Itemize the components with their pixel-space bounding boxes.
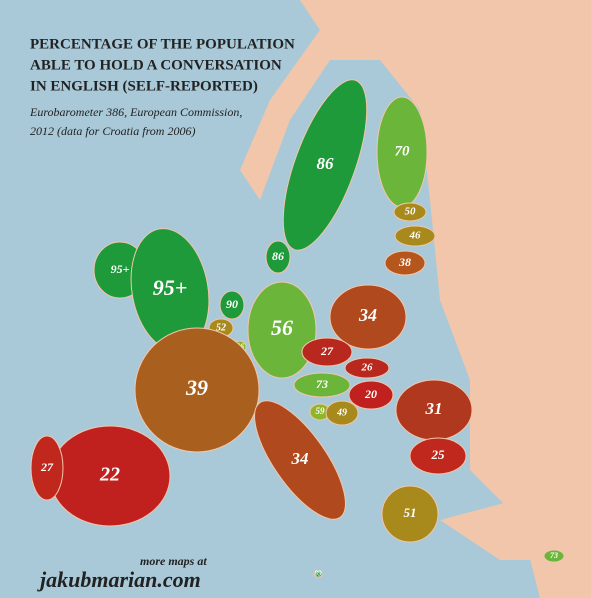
country — [293, 372, 351, 398]
country-value: 86 — [272, 249, 284, 263]
country — [394, 225, 436, 247]
country — [219, 290, 245, 320]
country — [134, 327, 260, 453]
title-line: PERCENTAGE OF THE POPULATION — [30, 36, 295, 52]
non-eu-land — [240, 0, 591, 598]
country-value: 22 — [99, 464, 120, 486]
country — [247, 281, 317, 379]
country-value: 95+ — [153, 275, 188, 300]
country — [254, 400, 346, 520]
country-value: 39 — [185, 375, 208, 400]
subtitle-line: Eurobarometer 386, European Commission, — [29, 105, 242, 119]
country-value: 27 — [40, 460, 54, 474]
country — [301, 337, 353, 367]
country-value: 38 — [398, 255, 411, 269]
country-value: 25 — [431, 447, 446, 462]
country — [344, 357, 390, 379]
country-value: 56 — [271, 315, 293, 340]
country-value: 46 — [409, 230, 422, 242]
country-value: 34 — [358, 305, 377, 325]
country-value: 86 — [317, 154, 335, 173]
country-value: 90 — [226, 297, 238, 311]
title-line: IN ENGLISH (SELF-REPORTED) — [30, 78, 258, 94]
country — [329, 284, 407, 350]
country-value: 89 — [315, 570, 323, 578]
country — [348, 380, 394, 410]
footer-line: more maps at — [140, 554, 207, 568]
country — [381, 485, 439, 543]
country-value: 20 — [364, 387, 377, 401]
country-value: 34 — [291, 449, 309, 468]
country — [30, 435, 64, 501]
regions: 95+95+8670504638869052565634272673205949… — [30, 79, 565, 578]
footer-url: jakubmarian.com — [37, 567, 201, 592]
country-value: 73 — [550, 551, 558, 560]
turkey-land — [440, 480, 591, 560]
country-value: 26 — [361, 362, 374, 374]
country-value: 50 — [405, 206, 417, 218]
country-value: 31 — [425, 399, 443, 418]
country-value: 52 — [216, 322, 226, 333]
title-line: ABLE TO HOLD A CONVERSATION — [30, 57, 282, 73]
country — [384, 250, 426, 276]
country — [325, 400, 359, 426]
country-value: 59 — [316, 406, 326, 416]
country-value: 51 — [404, 505, 417, 520]
country-value: 70 — [395, 143, 411, 159]
country — [282, 79, 368, 251]
country — [543, 549, 565, 563]
country-value: 27 — [320, 344, 334, 358]
subtitle-line: 2012 (data for Croatia from 2006) — [30, 124, 195, 138]
country — [265, 240, 291, 274]
country-value: 73 — [316, 377, 328, 391]
country — [393, 202, 427, 222]
country-value: 95+ — [111, 262, 130, 276]
country-value: 49 — [336, 407, 347, 418]
country — [313, 570, 323, 578]
country — [409, 437, 467, 475]
